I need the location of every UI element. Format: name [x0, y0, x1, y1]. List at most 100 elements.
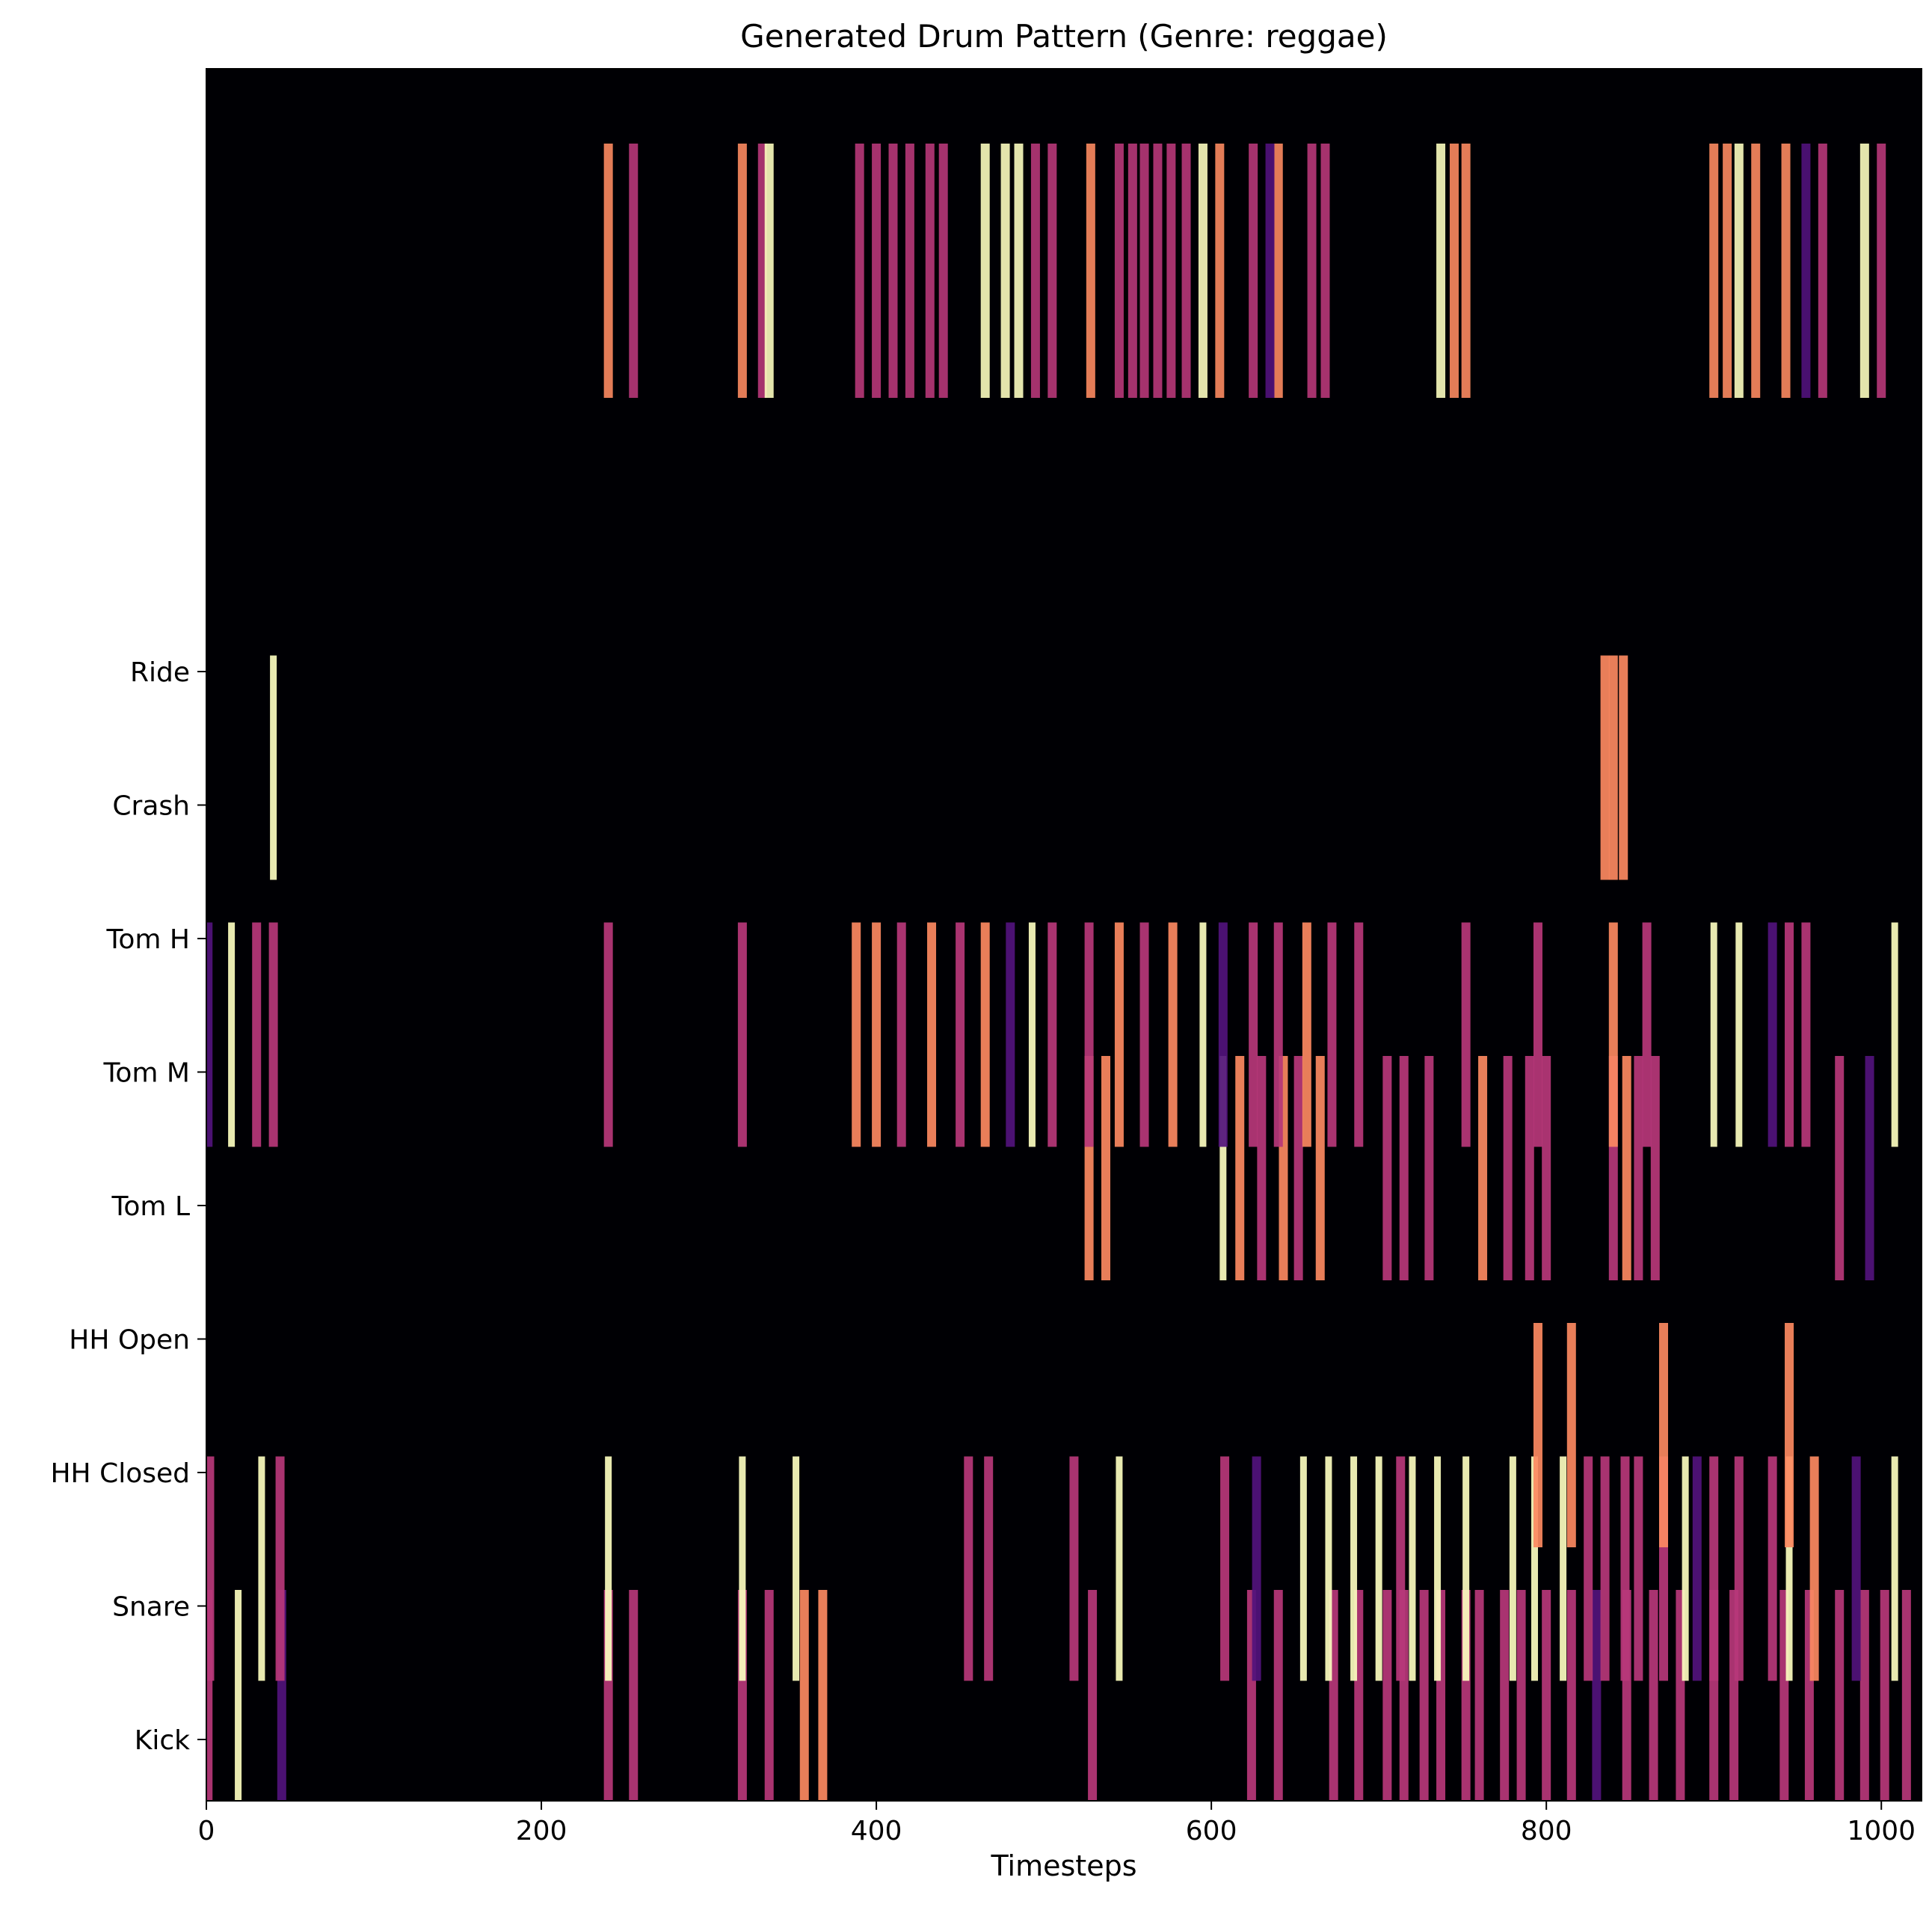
hit-tom-m-17: [1139, 922, 1149, 1147]
hit-tom-m-25: [1354, 922, 1364, 1147]
hit-tom-l-16: [1622, 1056, 1631, 1280]
hit-tom-m-14: [1047, 922, 1057, 1147]
hit-kick-4: [629, 1590, 639, 1801]
hit-snare-11: [1252, 1456, 1261, 1681]
upper-band-hit-25: [1249, 144, 1258, 398]
hit-tom-l-20: [1865, 1056, 1874, 1280]
y-tick-label-0: Ride: [130, 657, 190, 688]
upper-band-hit-1: [629, 144, 639, 398]
hit-snare-34: [1809, 1456, 1819, 1681]
hit-kick-20: [1500, 1590, 1510, 1801]
hit-tom-l-9: [1399, 1056, 1409, 1280]
hit-tom-m-24: [1327, 922, 1337, 1147]
hit-tom-m-12: [1006, 922, 1015, 1147]
upper-band-hit-31: [1449, 144, 1459, 398]
hit-kick-14: [1382, 1590, 1392, 1801]
upper-band-hit-24: [1215, 144, 1225, 398]
hit-tom-m-28: [1608, 922, 1618, 1147]
upper-band-hit-23: [1198, 144, 1208, 398]
hit-tom-m-34: [1801, 922, 1811, 1147]
upper-band-hit-12: [1000, 144, 1010, 398]
hit-tom-m-4: [603, 922, 613, 1147]
x-axis: 0 200 400 600 800 1000: [198, 1801, 1916, 1846]
hit-tom-m-33: [1785, 922, 1794, 1147]
upper-band-hit-26: [1273, 144, 1283, 398]
hit-tom-l-10: [1424, 1056, 1434, 1280]
hit-snare-4: [739, 1456, 746, 1681]
hit-kick-1: [235, 1590, 242, 1801]
hit-tom-l-13: [1525, 1056, 1534, 1280]
hit-tom-m-20: [1218, 922, 1228, 1147]
hit-tom-l-11: [1478, 1056, 1488, 1280]
hit-tom-m-26: [1461, 922, 1471, 1147]
upper-band-hit-9: [925, 144, 935, 398]
hit-tom-m-9: [927, 922, 937, 1147]
hit-snare-33: [1785, 1456, 1793, 1681]
upper-band-hit-35: [1734, 144, 1744, 398]
hit-tom-l-8: [1382, 1056, 1392, 1280]
upper-band-hit-38: [1801, 144, 1811, 398]
hit-snare-14: [1350, 1456, 1358, 1681]
x-tick-label-2: 400: [851, 1816, 902, 1846]
hit-tom-m-35: [1891, 922, 1898, 1147]
hit-tom-m-10: [956, 922, 965, 1147]
hit-hh-closed-3: [1785, 1323, 1794, 1547]
upper-band-hit-28: [1307, 144, 1317, 398]
hit-snare-32: [1768, 1456, 1777, 1681]
hit-snare-35: [1851, 1456, 1861, 1681]
y-tick-label-2: Tom H: [106, 924, 190, 955]
y-tick-label-3: Tom M: [103, 1058, 190, 1089]
upper-band-hit-30: [1436, 144, 1446, 398]
hit-snare-28: [1682, 1456, 1689, 1681]
hit-kick-7: [799, 1590, 809, 1801]
y-tick-label-8: Kick: [135, 1725, 190, 1756]
upper-band-hit-29: [1320, 144, 1330, 398]
hit-snare-13: [1325, 1456, 1332, 1681]
hit-snare-3: [605, 1456, 612, 1681]
y-tick-label-6: HH Closed: [50, 1458, 190, 1489]
hit-tom-l-19: [1835, 1056, 1845, 1280]
upper-band-hit-36: [1751, 144, 1761, 398]
hit-tom-m-3: [268, 922, 278, 1147]
hit-tom-l-7: [1315, 1056, 1325, 1280]
hit-tom-l-2: [1219, 1056, 1227, 1280]
upper-band-hit-8: [905, 144, 914, 398]
hit-kick-0: [206, 1590, 213, 1801]
upper-band-hit-16: [1086, 144, 1095, 398]
hit-tom-m-7: [872, 922, 882, 1147]
upper-band-hit-4: [764, 144, 774, 398]
upper-band-hit-19: [1139, 144, 1149, 398]
hit-tom-m-18: [1168, 922, 1178, 1147]
hit-tom-l-1: [1101, 1056, 1111, 1280]
hit-kick-33: [1859, 1590, 1869, 1801]
hit-snare-36: [1891, 1456, 1898, 1681]
hit-snare-18: [1434, 1456, 1442, 1681]
hit-crash-0: [270, 655, 277, 880]
x-tick-label-3: 600: [1186, 1816, 1237, 1846]
hit-tom-m-13: [1028, 922, 1036, 1147]
upper-band-hit-6: [872, 144, 882, 398]
hit-kick-9: [1088, 1590, 1098, 1801]
hit-snare-12: [1299, 1456, 1307, 1681]
upper-band-hit-40: [1859, 144, 1869, 398]
hit-snare-21: [1531, 1456, 1539, 1681]
hit-snare-25: [1620, 1456, 1630, 1681]
hit-kick-35: [1901, 1590, 1911, 1801]
hit-tom-m-5: [737, 922, 747, 1147]
hit-tom-l-3: [1235, 1056, 1245, 1280]
hit-kick-19: [1474, 1590, 1484, 1801]
plot-frame: [206, 68, 1922, 1802]
upper-band-hit-10: [938, 144, 948, 398]
x-axis-label: Timesteps: [991, 1849, 1137, 1882]
upper-band-hit-21: [1166, 144, 1176, 398]
upper-band-hit-20: [1153, 144, 1163, 398]
upper-band-hit-34: [1723, 144, 1732, 398]
hit-snare-19: [1462, 1456, 1470, 1681]
hit-snare-24: [1600, 1456, 1610, 1681]
hit-kick-32: [1835, 1590, 1845, 1801]
hit-snare-8: [1069, 1456, 1079, 1681]
hit-snare-16: [1396, 1456, 1406, 1681]
hit-hh-closed-2: [1659, 1323, 1669, 1547]
upper-band-hit-11: [980, 144, 990, 398]
